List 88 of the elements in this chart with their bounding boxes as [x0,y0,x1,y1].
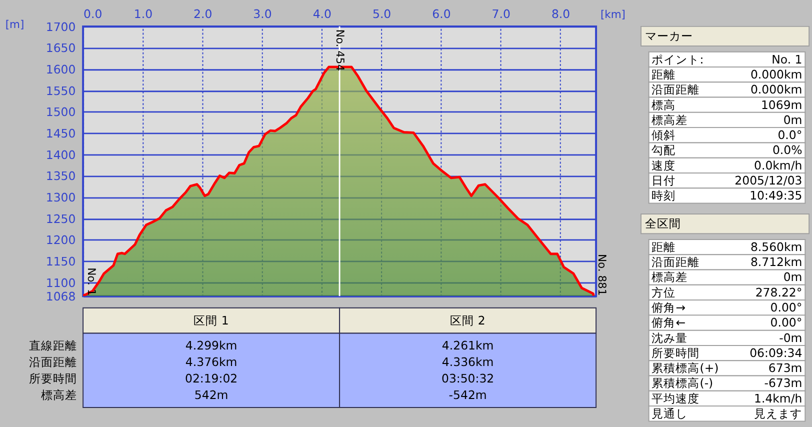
text: 0.0% [772,143,802,158]
y-tick-label: 1200 [46,233,76,248]
y-tick-label: 1150 [46,254,76,269]
text: 4.336km [442,354,494,369]
text: 時刻 [652,188,676,203]
text: 278.22° [755,285,802,300]
ref-line-label: No. 454 [334,29,347,72]
x-axis-title: [km] [600,8,626,22]
text: 8.560km [750,240,802,254]
text: 標高差 [652,112,688,127]
text: 見通し [652,406,688,421]
y-tick-label: 1550 [46,84,76,98]
x-tick-label: 8.0 [551,7,570,22]
text: 沈み量 [652,330,688,345]
y-tick-label: 1350 [46,169,76,184]
text: 沿面距離 [29,354,78,369]
text: 03:50:32 [441,372,494,386]
category-label: 区間 1 [194,313,229,328]
y-tick-label: 1068 [46,290,76,304]
text: 俯角→ [652,300,686,315]
x-tick-label: 4.0 [312,7,332,22]
text: No. 1 [772,52,802,66]
x-tick-label: 7.0 [492,7,510,22]
text: 0m [783,112,802,127]
text: 06:09:34 [750,346,802,360]
text: 傾斜 [652,128,676,142]
x-tick-label: 2.0 [194,7,212,22]
text: 0m [783,270,802,284]
text: 勾配 [652,143,676,158]
y-tick-label: 1650 [46,41,76,56]
text: 1069m [760,98,802,112]
text: 0.0km/h [754,158,802,172]
text: 673m [768,361,802,376]
text: 累積標高(-) [652,376,714,390]
y-tick-label: 1450 [46,126,76,141]
x-tick-label: 5.0 [372,7,392,22]
y-axis-title: [m] [5,18,24,31]
text: 方位 [652,285,676,300]
text: 542m [194,388,228,402]
text: 俯角← [652,316,686,330]
y-tick-label: 1500 [46,105,76,120]
text: 02:19:02 [184,372,238,386]
x-tick-label: 1.0 [134,7,153,22]
text: 累積標高(+) [652,361,719,376]
text: -542m [448,388,487,402]
text: 距離 [652,240,676,254]
text: 1.4km/h [754,391,802,406]
y-tick-label: 1250 [46,212,76,226]
text: 全区間 [644,216,681,231]
text: 沿面距離 [652,255,700,270]
text: 0.0° [778,128,802,142]
text: 4.376km [185,354,238,369]
text: 標高差 [41,388,78,402]
annotation: No. 1 [84,268,98,296]
text: 0.00° [770,300,802,315]
text: 速度 [652,158,676,172]
y-tick-label: 1600 [46,62,76,77]
annotation: No. 881 [596,254,609,296]
text: 10:49:35 [750,188,802,203]
x-tick-label: 6.0 [432,7,451,22]
text: 距離 [652,67,676,82]
y-tick-label: 1700 [46,20,76,34]
text: 標高 [652,98,676,112]
text: マーカー [644,29,693,44]
text: 0.000km [750,82,802,97]
text: 標高差 [652,270,688,284]
y-tick-label: 1400 [46,148,76,162]
text: 4.261km [442,338,494,352]
text: -673m [764,376,802,390]
y-tick-label: 1300 [46,190,76,205]
text: 見えます [754,406,802,421]
text: 0.000km [750,67,802,82]
category-label: 区間 2 [450,313,486,328]
text: 2005/12/03 [734,173,802,188]
x-tick-label: 0.0 [84,7,102,22]
text: 平均速度 [652,391,700,406]
y-tick-label: 1100 [46,276,76,290]
text: ポイント: [652,52,704,66]
text: 所要時間 [29,372,78,386]
text: 4.299km [185,338,238,352]
text: 8.712km [750,255,802,270]
x-tick-label: 3.0 [253,7,272,22]
text: 所要時間 [652,346,700,360]
text: 直線距離 [29,338,78,352]
text: 日付 [652,173,676,188]
text: 0.00° [770,316,802,330]
text: -0m [779,330,802,345]
text: 沿面距離 [652,82,700,97]
